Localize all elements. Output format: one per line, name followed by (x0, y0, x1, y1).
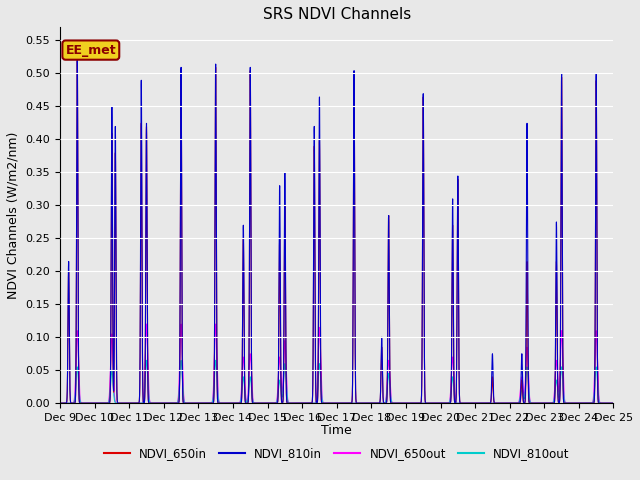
NDVI_650in (471, 400, 479, 406)
NDVI_650in (257, 400, 264, 406)
NDVI_810in (74, 55, 81, 60)
NDVI_650out (496, 400, 504, 406)
NDVI_810in (84, 400, 92, 406)
Y-axis label: NDVI Channels (W/m2/nm): NDVI Channels (W/m2/nm) (7, 132, 20, 299)
Title: SRS NDVI Channels: SRS NDVI Channels (262, 7, 411, 22)
NDVI_650in (84, 400, 92, 406)
Line: NDVI_810in: NDVI_810in (60, 58, 614, 403)
NDVI_810out (56, 400, 64, 406)
NDVI_810out (467, 400, 474, 406)
NDVI_650in (56, 400, 64, 406)
NDVI_810in (471, 400, 479, 406)
NDVI_810in (496, 400, 504, 406)
NDVI_650out (56, 400, 64, 406)
NDVI_650out (610, 400, 618, 406)
NDVI_810out (143, 358, 150, 363)
Line: NDVI_650out: NDVI_650out (60, 324, 614, 403)
NDVI_650out (467, 400, 474, 406)
NDVI_650in (467, 400, 474, 406)
NDVI_810in (610, 400, 618, 406)
NDVI_650in (74, 58, 81, 64)
NDVI_810out (496, 400, 504, 406)
NDVI_810in (384, 358, 392, 364)
NDVI_650in (408, 400, 415, 406)
NDVI_650out (384, 370, 392, 376)
NDVI_810in (257, 400, 264, 406)
NDVI_650out (84, 400, 92, 406)
Line: NDVI_650in: NDVI_650in (60, 61, 614, 403)
NDVI_650in (384, 358, 392, 364)
Text: EE_met: EE_met (65, 44, 116, 57)
NDVI_650in (496, 400, 504, 406)
NDVI_650in (610, 400, 618, 406)
NDVI_810out (408, 400, 415, 406)
NDVI_810out (257, 400, 264, 406)
NDVI_810in (467, 400, 474, 406)
NDVI_650out (257, 400, 264, 406)
NDVI_650out (143, 321, 150, 327)
NDVI_810out (610, 400, 618, 406)
NDVI_810in (408, 400, 415, 406)
NDVI_810out (384, 379, 392, 385)
Legend: NDVI_650in, NDVI_810in, NDVI_650out, NDVI_810out: NDVI_650in, NDVI_810in, NDVI_650out, NDV… (99, 443, 575, 465)
NDVI_810out (333, 400, 340, 406)
NDVI_810in (56, 400, 64, 406)
NDVI_650out (408, 400, 415, 406)
X-axis label: Time: Time (321, 424, 352, 437)
NDVI_810out (84, 400, 92, 406)
Line: NDVI_810out: NDVI_810out (60, 360, 614, 403)
NDVI_650out (333, 400, 340, 406)
